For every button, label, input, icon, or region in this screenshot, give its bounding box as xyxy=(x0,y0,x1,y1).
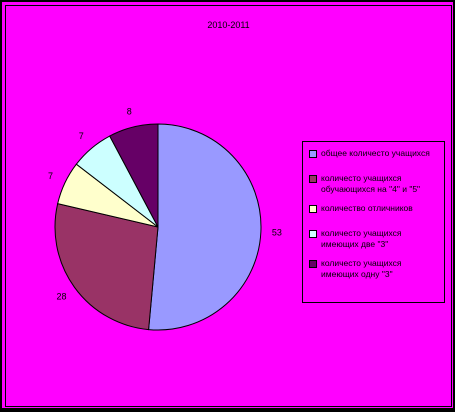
legend-swatch xyxy=(309,205,317,213)
legend-item: количесто учащихся обучающихся на "4" и … xyxy=(309,173,440,195)
data-label: 7 xyxy=(79,131,84,141)
legend-swatch xyxy=(309,260,317,268)
pie-slice xyxy=(148,123,262,331)
data-label: 7 xyxy=(48,171,53,181)
legend-item: общее количесто учащихся xyxy=(309,148,440,159)
legend-label: общее количесто учащихся xyxy=(321,148,430,158)
data-label: 8 xyxy=(127,107,132,117)
legend-label: количесто учащихся имеющих одну "3" xyxy=(321,258,402,279)
legend-item: количесто учащихся имеющих две "3" xyxy=(309,228,440,250)
legend-swatch xyxy=(309,175,317,183)
legend-swatch xyxy=(309,150,317,158)
legend-label: количесто учащихся имеющих две "3" xyxy=(321,228,402,249)
legend-label: количесто учащихся обучающихся на "4" и … xyxy=(321,173,421,194)
pie-slice xyxy=(109,123,159,228)
pie-slice xyxy=(54,203,159,331)
data-label: 53 xyxy=(272,227,282,237)
legend-item: количесто учащихся имеющих одну "3" xyxy=(309,258,440,280)
chart-title: 2010-2011 xyxy=(207,20,250,30)
legend-label: количество отличников xyxy=(321,203,413,213)
legend: общее количесто учащихся количесто учащих… xyxy=(302,141,445,303)
legend-item: количество отличников xyxy=(309,203,440,214)
data-label: 28 xyxy=(57,292,67,302)
legend-swatch xyxy=(309,230,317,238)
